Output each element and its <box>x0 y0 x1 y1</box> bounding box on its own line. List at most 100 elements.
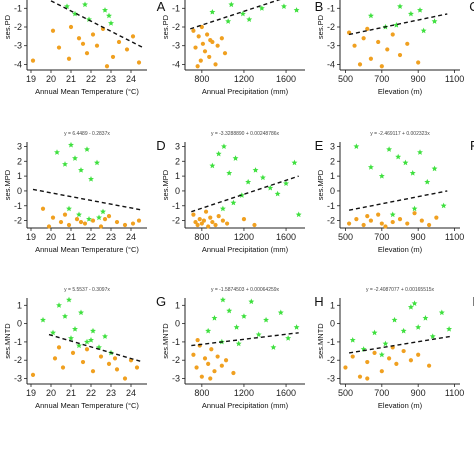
regression-equation: y = -3.3288890 + 0.00248786x <box>211 131 280 137</box>
data-point-orange <box>357 62 363 67</box>
data-point-orange <box>196 34 201 39</box>
y-tick-label: -4 <box>172 59 180 69</box>
data-point-orange <box>68 24 74 30</box>
data-point-orange <box>56 345 62 350</box>
panel-c: 500 700 900 1100 -4 -3 -2 -1 Elevation (m) ses.PD… <box>316 0 474 96</box>
y-tick-label: 0 <box>17 319 22 329</box>
y-tick-label: -3 <box>327 374 335 384</box>
x-tick-label: 23 <box>106 74 116 84</box>
y-tick-label: -3 <box>327 41 335 51</box>
data-point-orange <box>200 41 205 46</box>
data-point-green <box>378 351 385 358</box>
x-tick-label: 20 <box>46 388 56 398</box>
data-point-green <box>219 296 226 303</box>
panel-letter: G <box>156 294 166 309</box>
x-tick-label: 700 <box>374 74 389 84</box>
data-point-orange <box>80 41 86 46</box>
data-point-green <box>94 159 100 166</box>
data-point-green <box>422 315 429 321</box>
data-point-orange <box>199 374 204 379</box>
data-point-orange <box>58 219 64 225</box>
data-point-green <box>56 302 62 308</box>
y-tick-label: -4 <box>327 59 335 69</box>
data-point-orange <box>220 218 225 223</box>
data-point-green <box>230 199 237 206</box>
data-point-orange <box>122 376 128 381</box>
y-tick-label: -1 <box>172 201 180 211</box>
y-tick-label: 0 <box>330 186 335 196</box>
trend-line <box>348 13 448 36</box>
x-tick-label: 900 <box>411 388 426 398</box>
data-point-orange <box>195 337 200 343</box>
x-tick-label: 1600 <box>276 74 296 84</box>
trend-line <box>191 332 299 347</box>
data-point-green <box>68 141 74 148</box>
data-point-orange <box>74 217 80 222</box>
data-point-green <box>72 326 78 332</box>
y-tick-label: 2 <box>175 156 180 166</box>
data-point-green <box>446 326 453 332</box>
x-tick-label: 20 <box>46 232 56 242</box>
data-point-orange <box>130 34 136 39</box>
data-point-orange <box>90 32 96 37</box>
data-point-green <box>409 170 416 176</box>
data-point-green <box>285 335 292 341</box>
panel-f: 500 700 900 1100 -2 -1 0 1 2 3 Elevation (m) ses.MP… <box>316 131 474 254</box>
data-point-green <box>429 333 436 339</box>
y-tick-label: 3 <box>175 141 180 151</box>
data-point-orange <box>426 222 432 228</box>
x-tick-label: 800 <box>194 74 209 84</box>
data-point-green <box>407 10 414 17</box>
x-tick-label: 22 <box>86 74 96 84</box>
x-tick-label: 19 <box>26 74 36 84</box>
data-point-orange <box>114 219 120 225</box>
y-tick-label: -3 <box>172 374 180 384</box>
x-tick-label: 900 <box>411 232 426 242</box>
data-point-green <box>219 205 226 212</box>
data-point-green <box>382 340 389 347</box>
data-point-green <box>371 329 378 336</box>
data-point-orange <box>252 222 257 228</box>
data-point-orange <box>110 54 116 60</box>
data-point-orange <box>426 363 432 368</box>
data-point-orange <box>191 28 196 33</box>
data-point-green <box>293 7 300 13</box>
y-tick-label: 0 <box>330 319 335 329</box>
x-axis-label: Elevation (m) <box>378 401 423 410</box>
y-tick-label: -1 <box>172 3 180 13</box>
data-point-green <box>281 3 287 9</box>
data-point-green <box>402 159 409 166</box>
data-point-green <box>389 211 396 218</box>
data-point-green <box>440 202 447 209</box>
panel-h: 800 1200 1600 -3 -2 -1 0 1 Annual Precipitation … <box>161 287 324 410</box>
data-point-orange <box>201 218 207 223</box>
y-tick-label: -1 <box>327 3 335 13</box>
data-point-green <box>235 340 242 347</box>
regression-equation: y = -1.5874503 + 0.00064259x <box>211 287 280 293</box>
data-point-orange <box>408 358 414 363</box>
y-axis-label: ses.MPD <box>3 169 12 200</box>
data-point-orange <box>379 369 384 374</box>
data-point-green <box>215 150 222 157</box>
y-tick-label: 0 <box>17 186 22 196</box>
data-point-green <box>378 173 385 179</box>
data-point-orange <box>84 51 90 56</box>
data-point-green <box>102 333 108 339</box>
data-point-orange <box>350 354 355 359</box>
data-point-orange <box>62 212 68 217</box>
y-axis-label: ses.PD <box>3 14 12 39</box>
data-point-orange <box>98 224 104 229</box>
data-point-orange <box>365 26 370 31</box>
x-axis-label: Elevation (m) <box>378 245 423 254</box>
data-point-green <box>78 167 84 173</box>
data-point-orange <box>416 60 421 65</box>
data-point-orange <box>122 222 128 228</box>
y-tick-label: -2 <box>14 216 22 226</box>
data-point-green <box>82 1 88 8</box>
y-axis-label: ses.PD <box>316 14 325 39</box>
panel-b: 800 1200 1600 -4 -3 -2 -1 Annual Precipitation … <box>161 0 323 96</box>
data-point-orange <box>198 58 203 63</box>
regression-equation: y = -2.469117 + 0.002323x <box>370 131 430 137</box>
y-tick-label: -2 <box>14 355 22 365</box>
data-point-green <box>233 324 240 330</box>
